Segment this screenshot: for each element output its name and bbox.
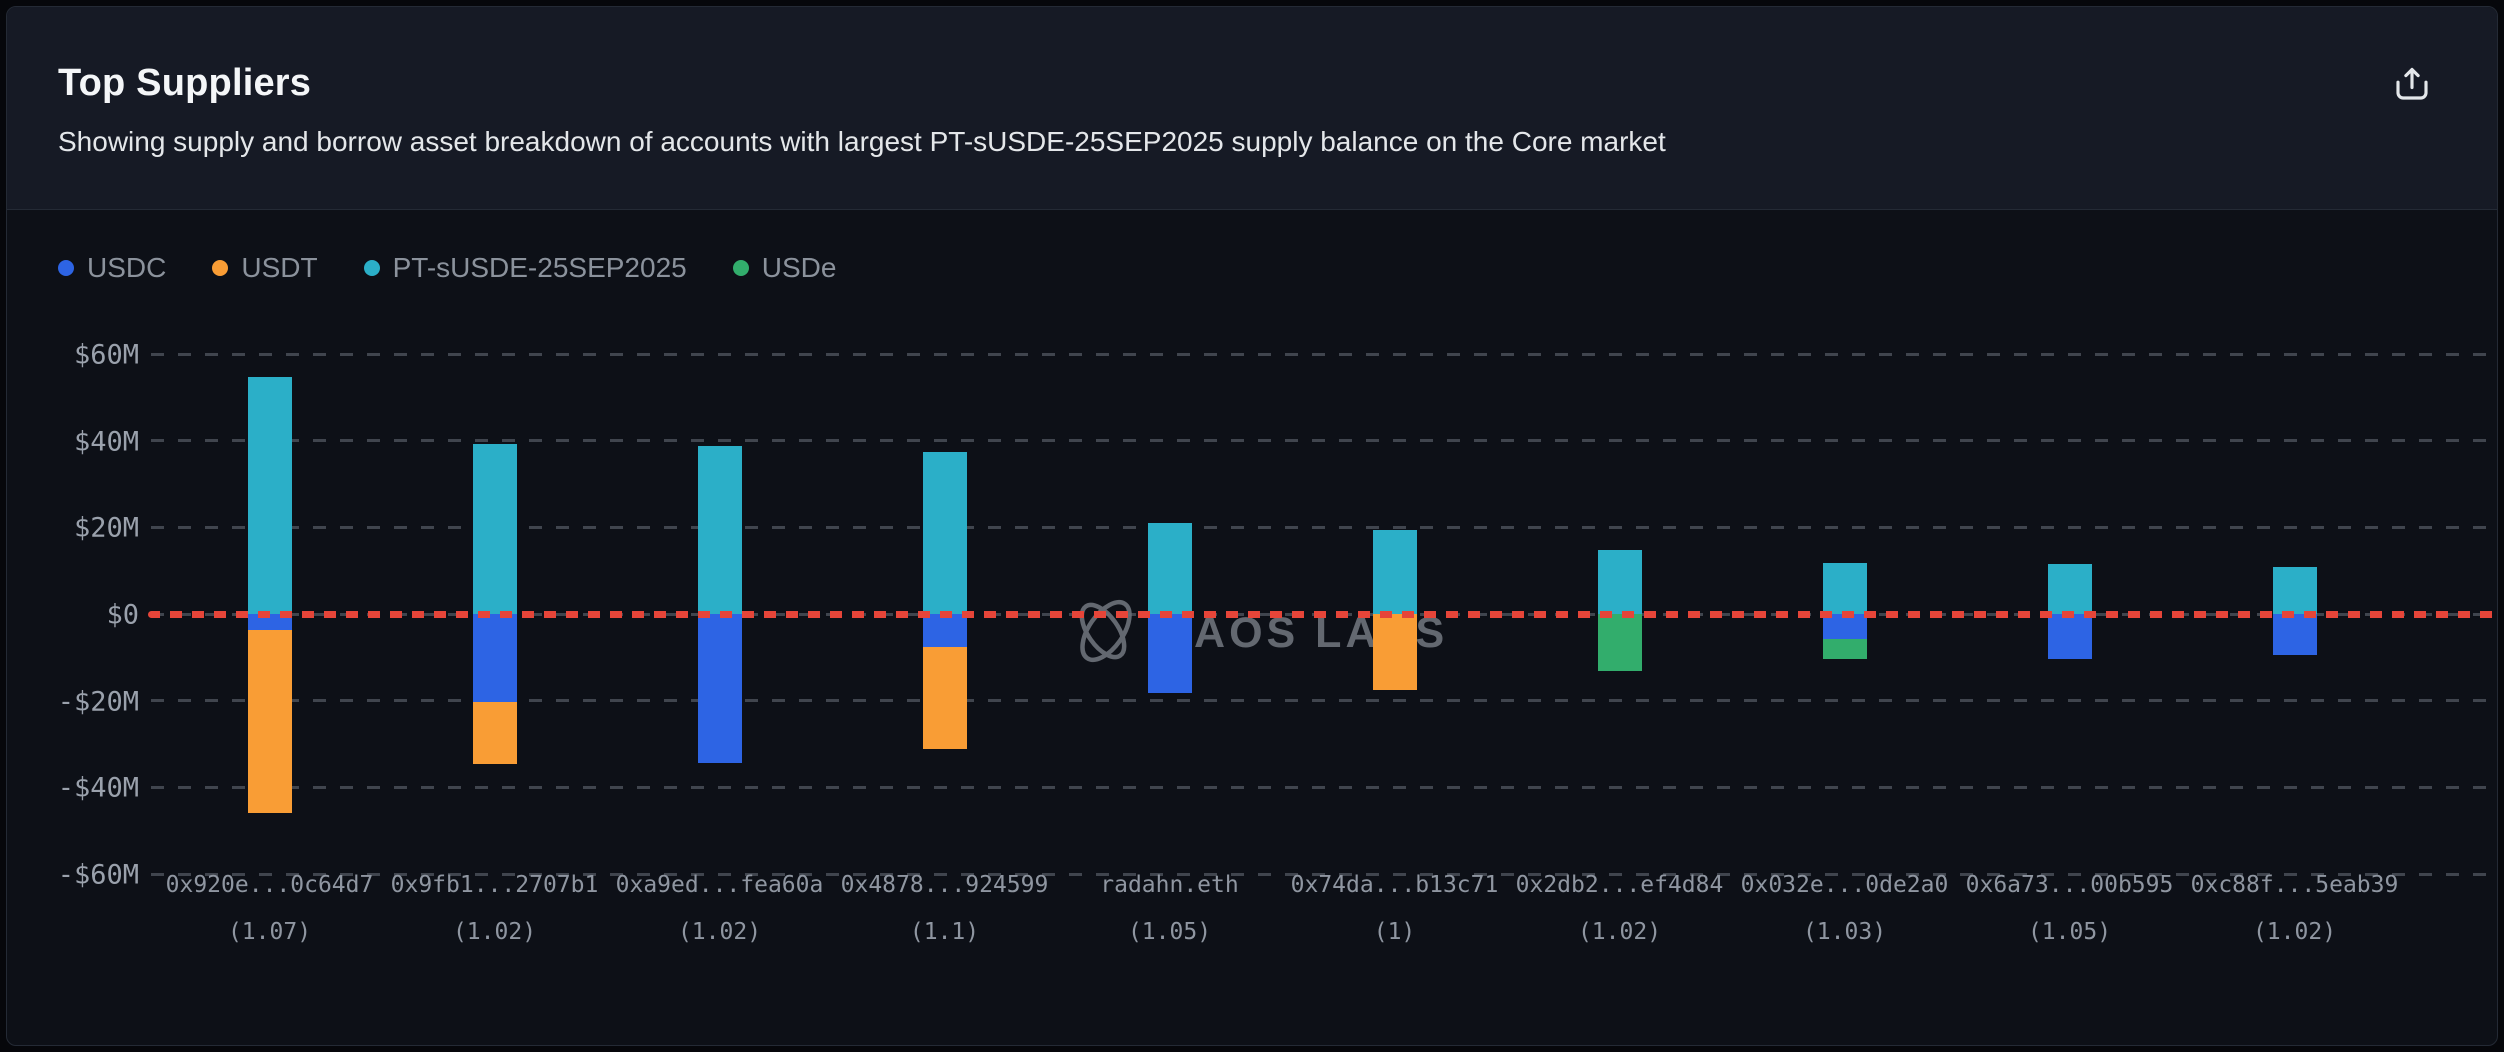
bar-segment-usdt[interactable] — [1372, 614, 1417, 691]
bar-segment-usdc[interactable] — [472, 614, 517, 702]
y-axis-tick: -$60M — [57, 859, 139, 891]
y-axis-tick: $0 — [106, 599, 139, 631]
bar-segment-pt-susde-25sep2025[interactable] — [922, 451, 967, 614]
bar-segment-pt-susde-25sep2025[interactable] — [697, 445, 742, 614]
legend-label: PT-sUSDE-25SEP2025 — [392, 252, 687, 283]
health-factor-label: (1.02) — [677, 919, 762, 945]
bar-segment-pt-susde-25sep2025[interactable] — [1822, 562, 1867, 614]
x-axis-account-label[interactable]: 0x9fb1...2707b1 — [390, 872, 599, 898]
bar-segment-usde[interactable] — [1597, 614, 1642, 672]
bar-segment-usdc[interactable] — [2272, 614, 2317, 655]
legend-dot-icon — [732, 260, 749, 276]
health-factor-label: (1.02) — [1577, 919, 1662, 945]
legend-item-pt-susde-25sep2025[interactable]: PT-sUSDE-25SEP2025 — [363, 252, 687, 284]
legend-item-usde[interactable]: USDe — [732, 252, 837, 284]
x-axis-account-label[interactable]: 0xc88f...5eab39 — [2190, 872, 2399, 898]
legend-dot-icon — [363, 260, 380, 276]
x-axis-account-label[interactable]: 0xa9ed...fea60a — [615, 872, 824, 898]
y-axis-tick: $40M — [73, 426, 139, 458]
bar-segment-usdt[interactable] — [472, 701, 517, 764]
health-factor-label: (1.05) — [1127, 919, 1212, 945]
health-factor-label: (1) — [1373, 919, 1416, 945]
share-export-button[interactable] — [2389, 62, 2435, 108]
health-factor-label: (1.1) — [909, 919, 980, 945]
health-factor-label: (1.05) — [2027, 919, 2112, 945]
chart-subtitle: Showing supply and borrow asset breakdow… — [58, 126, 1666, 157]
bar-segment-usdc[interactable] — [697, 614, 742, 764]
card-header: Top Suppliers Showing supply and borrow … — [7, 7, 2497, 210]
y-axis-tick: -$20M — [57, 686, 139, 718]
legend-dot-icon — [212, 260, 229, 276]
x-axis-account-label[interactable]: 0x2db2...ef4d84 — [1515, 872, 1724, 898]
legend-item-usdc[interactable]: USDC — [58, 252, 166, 284]
x-axis-account-label[interactable]: 0x6a73...00b595 — [1965, 872, 2174, 898]
share-export-icon — [2391, 62, 2433, 109]
bar-segment-pt-susde-25sep2025[interactable] — [2272, 567, 2317, 614]
page-title: Top Suppliers — [58, 62, 312, 104]
bar-segment-pt-susde-25sep2025[interactable] — [2047, 564, 2092, 614]
legend-dot-icon — [58, 260, 74, 276]
chart-card: Top Suppliers Showing supply and borrow … — [6, 6, 2498, 1046]
bar-segment-pt-susde-25sep2025[interactable] — [472, 443, 517, 614]
bar-segment-usdc[interactable] — [247, 614, 292, 631]
legend-label: USDC — [87, 252, 167, 283]
gridline — [151, 525, 2491, 529]
bar-segment-pt-susde-25sep2025[interactable] — [1372, 529, 1417, 614]
x-axis-account-label[interactable]: 0x032e...0de2a0 — [1740, 872, 1949, 898]
zero-reference-line — [148, 610, 2497, 618]
y-axis-tick: $60M — [73, 339, 139, 371]
bar-segment-usde[interactable] — [1822, 639, 1867, 660]
legend-label: USDT — [241, 252, 318, 283]
gridline — [151, 699, 2491, 703]
health-factor-label: (1.03) — [1802, 919, 1887, 945]
bar-segment-usdc[interactable] — [2047, 614, 2092, 660]
bar-segment-usdt[interactable] — [922, 646, 967, 750]
bar-segment-usdt[interactable] — [247, 630, 292, 813]
gridline — [151, 439, 2491, 443]
x-axis-account-label[interactable]: 0x74da...b13c71 — [1290, 872, 1499, 898]
x-axis-account-label[interactable]: radahn.eth — [1100, 872, 1239, 898]
x-axis-account-label[interactable]: 0x920e...0c64d7 — [165, 872, 374, 898]
health-factor-label: (1.07) — [227, 919, 312, 945]
health-factor-label: (1.02) — [2252, 919, 2337, 945]
bar-segment-pt-susde-25sep2025[interactable] — [1147, 522, 1192, 614]
bar-segment-pt-susde-25sep2025[interactable] — [247, 376, 292, 614]
gridline — [151, 872, 2491, 876]
gridline — [151, 785, 2491, 789]
legend-label: USDe — [761, 252, 837, 283]
health-factor-label: (1.02) — [452, 919, 537, 945]
chaos-labs-orbit-logo-icon — [1067, 591, 1145, 676]
gridline — [151, 352, 2491, 356]
y-axis-tick: $20M — [73, 512, 139, 544]
legend-item-usdt[interactable]: USDT — [212, 252, 318, 284]
y-axis-tick: -$40M — [57, 772, 139, 804]
bar-segment-usdc[interactable] — [922, 614, 967, 647]
bar-segment-usdc[interactable] — [1822, 614, 1867, 640]
bar-segment-usdc[interactable] — [1147, 614, 1192, 693]
chart-legend: USDC USDT PT-sUSDE-25SEP2025 USDe — [58, 252, 836, 284]
bar-segment-pt-susde-25sep2025[interactable] — [1597, 549, 1642, 614]
x-axis-account-label[interactable]: 0x4878...924599 — [840, 872, 1049, 898]
